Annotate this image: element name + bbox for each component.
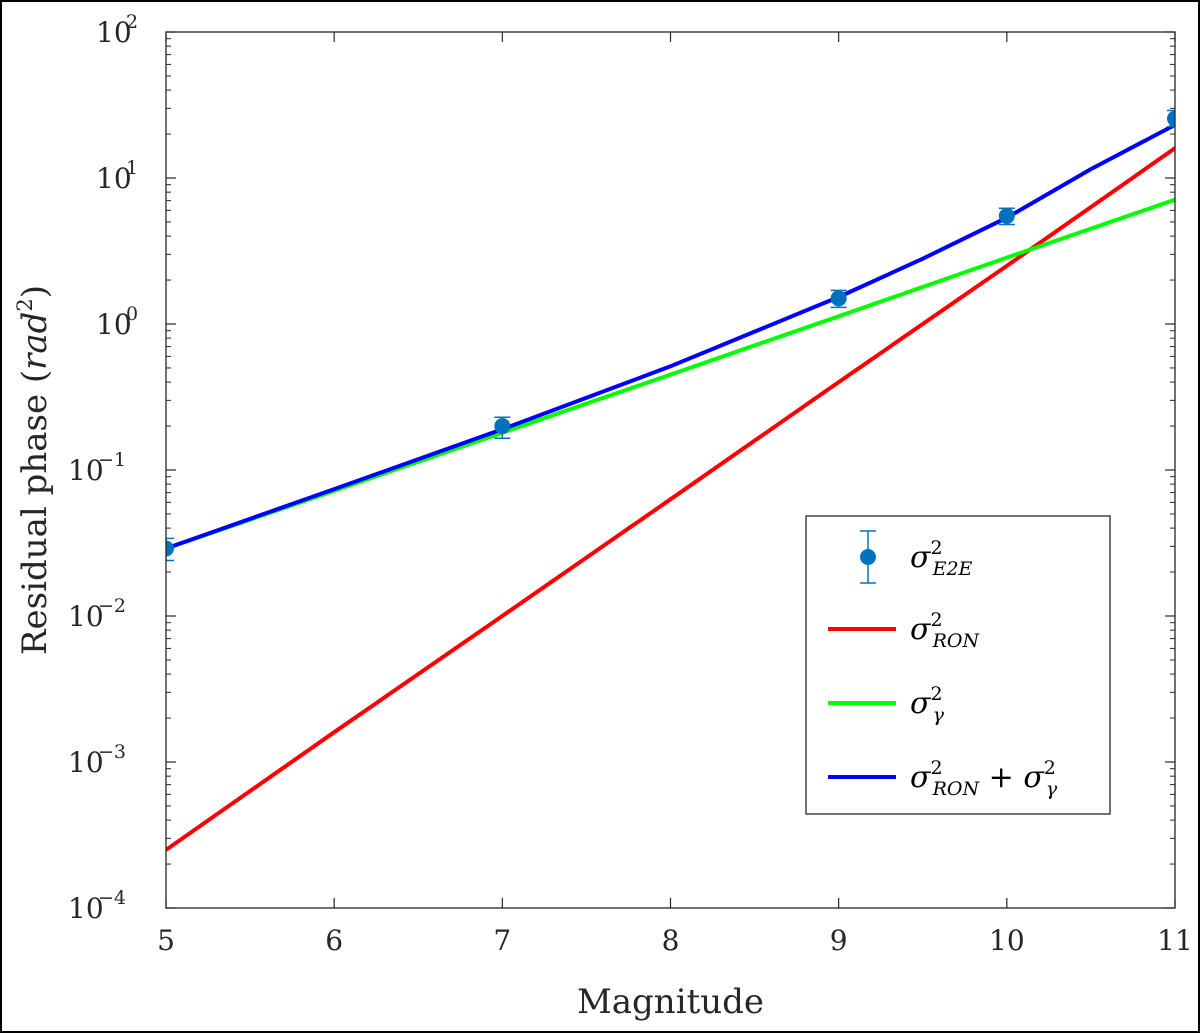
y-tick-label-exponent: −1 [98, 449, 126, 471]
y-tick-label: 10−3 [68, 741, 126, 779]
x-tick-label: 8 [662, 924, 680, 957]
y-tick-label-base: 10 [68, 454, 104, 487]
y-tick-label-exponent: 2 [126, 11, 138, 33]
y-tick-label: 10−4 [68, 887, 126, 925]
y-tick-label: 10−1 [68, 449, 126, 487]
y-tick-label-base: 10 [96, 308, 132, 341]
marker [166, 540, 174, 557]
x-tick-label: 11 [1157, 924, 1193, 957]
legend-box [805, 515, 1111, 815]
legend: σ2 E2E σ2 RON σ2 γ σ2 RON + σ2 γ [805, 515, 1111, 815]
data-point-e2e [166, 537, 174, 562]
y-axis-title-text: Residual phase (rad2) [13, 285, 55, 655]
legend-label: σ2 RON [910, 609, 980, 652]
legend-entry-gamma: σ2 γ [828, 683, 945, 726]
y-tick-label-exponent: −3 [98, 741, 126, 763]
x-tick-label: 5 [157, 924, 175, 957]
legend-label: σ2 γ [910, 683, 945, 726]
y-tick-label-base: 10 [96, 162, 132, 195]
legend-entry-total: σ2 RON + σ2 γ [828, 757, 1058, 800]
x-tick-label: 6 [325, 924, 343, 957]
y-tick-label-base: 10 [96, 16, 132, 49]
x-tick-label: 9 [830, 924, 848, 957]
y-tick-label: 100 [96, 303, 138, 341]
marker [1167, 110, 1175, 127]
legend-marker [860, 549, 876, 565]
x-tick-label: 10 [989, 924, 1025, 957]
y-tick-label-exponent: 0 [126, 303, 138, 325]
legend-label: σ2 E2E [910, 537, 973, 580]
y-tick-label-base: 10 [68, 746, 104, 779]
y-tick-label-exponent: −4 [98, 887, 126, 909]
y-tick-label-base: 10 [68, 600, 104, 633]
y-axis-title: Residual phase (rad2) [13, 285, 55, 655]
x-tick-label: 7 [493, 924, 511, 957]
data-point-e2e [494, 416, 511, 439]
data-point-e2e [830, 289, 847, 309]
x-axis-title: Magnitude [577, 982, 764, 1022]
legend-entry-e2e: σ2 E2E [860, 530, 973, 584]
y-tick-label-exponent: −2 [98, 595, 126, 617]
data-point-e2e [998, 207, 1015, 226]
y-tick-label: 101 [96, 157, 138, 195]
marker [830, 290, 847, 307]
axes-box [165, 31, 1176, 909]
y-tick-label: 102 [96, 11, 138, 49]
y-tick-label: 10−2 [68, 595, 126, 633]
data-point-e2e [1167, 109, 1175, 128]
legend-label: σ2 RON + σ2 γ [910, 757, 1058, 800]
y-tick-label-exponent: 1 [126, 157, 138, 179]
marker [998, 207, 1015, 224]
legend-entry-ron: σ2 RON [828, 609, 980, 652]
series-ron-line [166, 146, 1175, 852]
y-tick-label-base: 10 [68, 892, 104, 925]
marker [494, 418, 511, 435]
